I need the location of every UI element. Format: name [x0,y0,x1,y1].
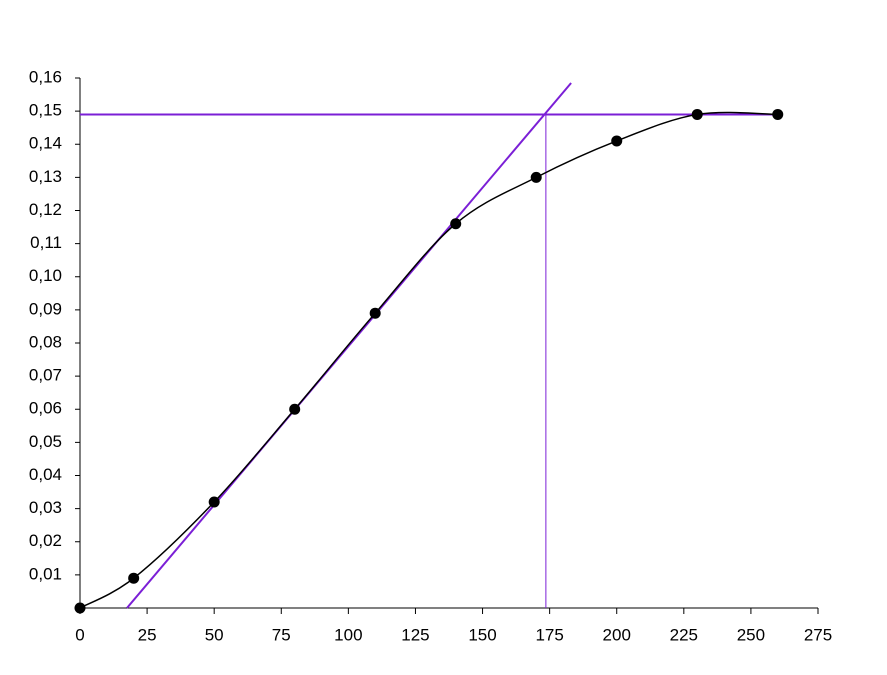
x-tick-label: 175 [535,625,563,644]
x-tick-label: 0 [75,625,84,644]
x-tick-label: 100 [334,625,362,644]
y-tick-label: 0,15 [29,101,62,120]
y-tick-label: 0,08 [29,332,62,351]
y-tick-label: 0,03 [29,498,62,517]
series-line [79,111,778,609]
data-point [611,135,623,147]
x-tick-label: 75 [272,625,291,644]
data-point [772,108,784,120]
y-tick-label: 0,13 [29,167,62,186]
y-tick-label: 0,14 [29,134,62,153]
y-tick-label: 0,11 [30,233,62,252]
y-tick-label: 0,16 [29,67,62,86]
y-tick-label: 0,05 [29,432,62,451]
data-point [74,602,86,614]
x-tick-label: 150 [468,625,496,644]
y-tick-label: 0,02 [29,531,62,550]
x-tick-label: 25 [138,625,157,644]
y-tick-label: 0,04 [29,465,62,484]
x-tick-label: 200 [603,625,631,644]
data-point [530,171,542,183]
x-tick-label: 250 [737,625,765,644]
data-point [450,218,462,230]
x-tick-label: 225 [670,625,698,644]
y-tick-label: 0,10 [29,266,62,285]
y-tick-label: 0,07 [29,366,62,385]
data-point [208,496,220,508]
data-point [691,108,703,120]
x-tick-label: 50 [205,625,224,644]
x-tick-label: 275 [804,625,832,644]
y-tick-label: 0,01 [29,564,62,583]
data-point [369,307,381,319]
y-tick-label: 0,12 [29,200,62,219]
x-tick-label: 125 [401,625,429,644]
y-tick-label: 0,09 [29,299,62,318]
data-point [289,403,301,415]
y-tick-label: 0,06 [29,399,62,418]
data-point [128,572,140,584]
reference-line [126,82,572,609]
